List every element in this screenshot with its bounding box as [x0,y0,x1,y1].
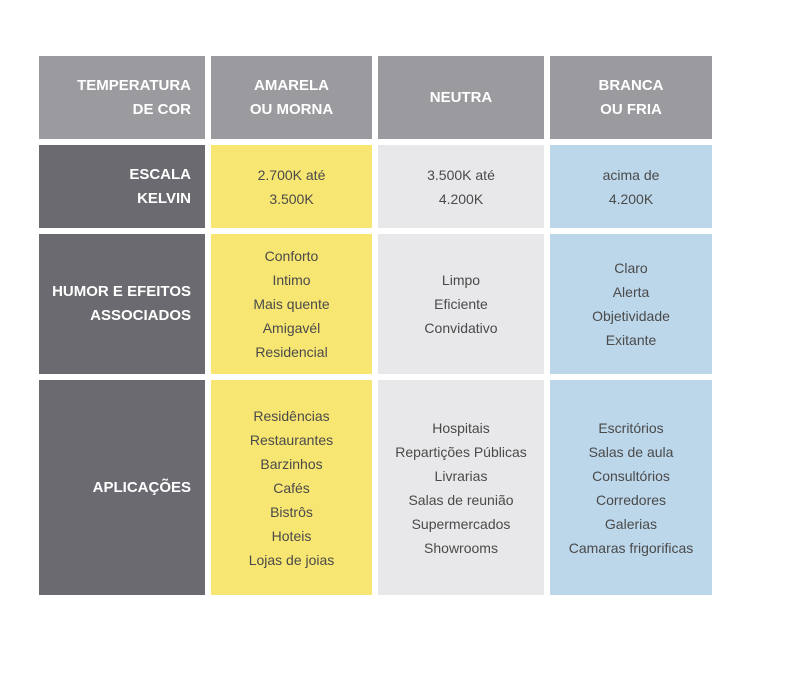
cell-text: Showrooms [424,539,498,556]
cell-text: 4.200K [608,190,654,207]
row-label-text: KELVIN [137,189,191,207]
cell-text: Limpo [441,272,481,288]
cell-humor-neutral: Limpo Eficiente Convidativo [378,234,544,374]
cell-text: Mais quente [253,296,330,312]
cell-text: Livrarias [434,467,488,484]
cell-text: Conforto [264,248,319,264]
cell-text: Objetividade [592,308,670,324]
cell-text: Salas de reunião [408,491,514,508]
cell-text: Hoteis [271,527,312,544]
cell-text: 2.700K até [257,166,326,183]
row-label-text: ESCALA [129,165,191,183]
cell-text: Restaurantes [249,431,334,448]
cell-aplicacoes-neutral: Hospitais Repartições Públicas Livrarias… [378,380,544,595]
row-label-text: HUMOR E EFEITOS [52,283,191,300]
color-temperature-table: TEMPERATURA DE COR AMARELA OU MORNA NEUT… [39,56,712,595]
header-text: BRANCA [598,76,664,94]
header-text: AMARELA [254,76,329,94]
cell-text: Consultórios [592,467,670,484]
cell-text: Bistrôs [270,503,313,520]
row-label-aplicacoes: APLICAÇÕES [39,380,205,595]
cell-text: Claro [614,260,648,276]
cell-humor-cool: Claro Alerta Objetividade Exitante [550,234,712,374]
cell-text: Convidativo [424,320,498,336]
cell-text: 3.500K até [427,166,495,183]
cell-text: Residencial [255,344,328,360]
cell-text: Alerta [612,284,650,300]
row-label-text: ASSOCIADOS [90,307,191,324]
cell-text: Corredores [595,491,667,508]
cell-text: Galerias [604,515,658,532]
header-text: DE COR [132,100,191,118]
cell-text: Eficiente [434,296,488,312]
header-amarela-ou-morna: AMARELA OU MORNA [211,56,372,139]
header-branca-ou-fria: BRANCA OU FRIA [550,56,712,139]
cell-kelvin-neutral: 3.500K até 4.200K [378,145,544,228]
cell-kelvin-cool: acima de 4.200K [550,145,712,228]
cell-text: Supermercados [411,515,511,532]
cell-text: Cafés [273,479,310,496]
cell-text: Hospitais [432,419,490,436]
cell-text: Amigavél [262,320,321,336]
cell-text: Exitante [605,332,657,348]
cell-text: acima de [602,166,660,183]
cell-text: Barzinhos [260,455,323,472]
cell-kelvin-warm: 2.700K até 3.500K [211,145,372,228]
cell-aplicacoes-warm: Residências Restaurantes Barzinhos Cafés… [211,380,372,595]
header-temperatura-de-cor: TEMPERATURA DE COR [39,56,205,139]
cell-text: 4.200K [438,190,484,207]
header-neutra: NEUTRA [378,56,544,139]
cell-text: Residências [253,407,330,424]
cell-text: 3.500K [269,190,314,207]
cell-aplicacoes-cool: Escritórios Salas de aula Consultórios C… [550,380,712,595]
cell-humor-warm: Conforto Intimo Mais quente Amigavél Res… [211,234,372,374]
header-text: NEUTRA [429,88,493,106]
cell-text: Repartições Públicas [395,443,527,460]
row-label-escala-kelvin: ESCALA KELVIN [39,145,205,228]
row-label-text: APLICAÇÕES [92,478,191,496]
row-label-humor-efeitos: HUMOR E EFEITOS ASSOCIADOS [39,234,205,374]
cell-text: Camaras frigorificas [568,539,694,556]
cell-text: Escritórios [598,419,664,436]
cell-text: Lojas de joias [248,551,335,568]
header-text: TEMPERATURA [77,76,191,94]
header-text: OU FRIA [600,100,662,118]
cell-text: Intimo [272,272,311,288]
header-text: OU MORNA [249,100,334,118]
cell-text: Salas de aula [588,443,674,460]
